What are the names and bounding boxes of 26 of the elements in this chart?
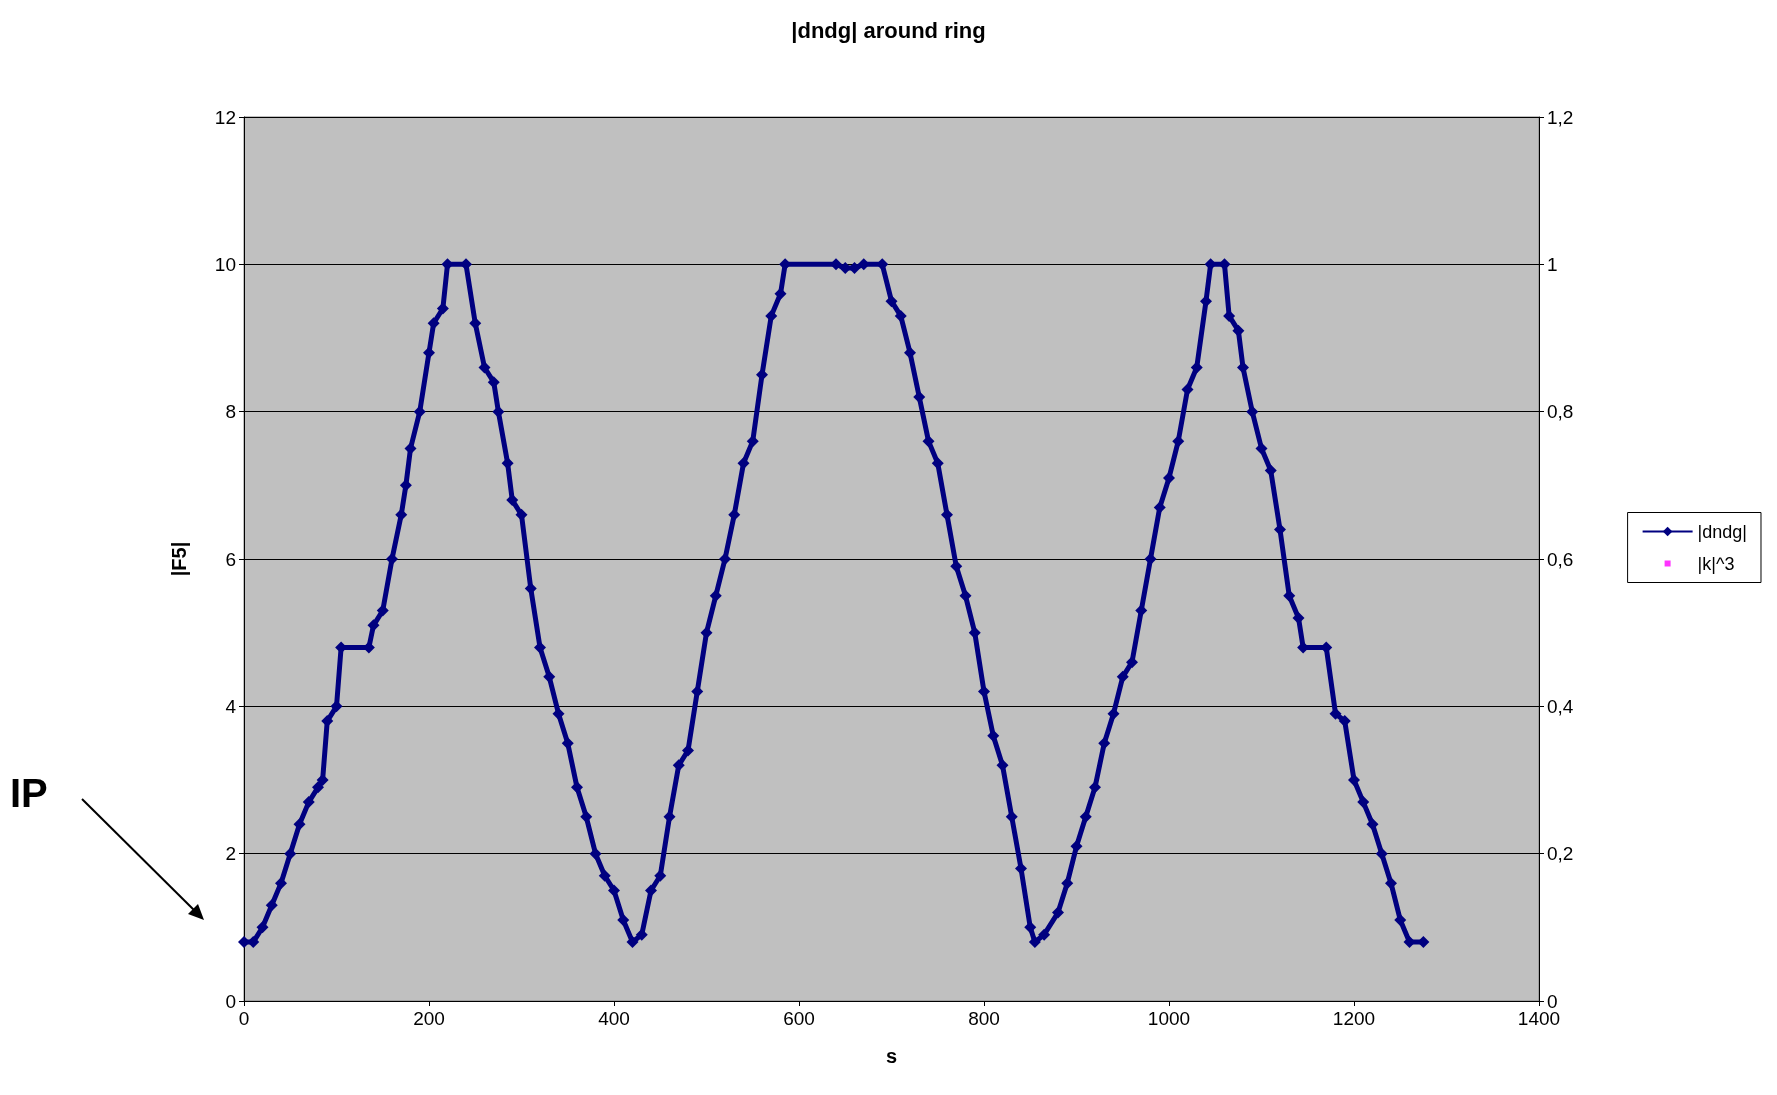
y-tick-label: 6 [225, 548, 236, 570]
text: IP [10, 771, 48, 815]
y-tick-label: 12 [214, 106, 236, 128]
y2-tick-label: 1 [1547, 253, 1558, 275]
y-tick-label: 10 [214, 253, 236, 275]
x-axis-title: s [885, 1045, 898, 1067]
x-tick-label: 200 [413, 1008, 445, 1029]
x-tick-label: 0 [238, 1008, 250, 1029]
x-tick-label: 1200 [1332, 1008, 1376, 1029]
y-tick-label: 2 [225, 843, 236, 865]
x-tick-label: 1000 [1147, 1008, 1191, 1029]
x-tick-label: 800 [968, 1008, 1000, 1029]
y-tick-label: 0 [225, 990, 236, 1012]
y-tick-label: 8 [225, 401, 236, 423]
y-tick-label: 4 [225, 695, 237, 717]
legend-label: |k|^3 [1697, 553, 1735, 574]
legend-label: |dndg| [1697, 521, 1748, 542]
y2-tick-label: 0,4 [1547, 695, 1574, 717]
x-tick-label: 600 [783, 1008, 815, 1029]
x-tick-label: 400 [598, 1008, 630, 1029]
y2-tick-label: 0,8 [1547, 401, 1574, 423]
y2-tick-label: 0,2 [1547, 843, 1574, 865]
y2-tick-label: 1,2 [1547, 106, 1574, 128]
y2-tick-label: 0,6 [1547, 548, 1574, 570]
y-axis-title: |F5| [168, 541, 190, 577]
chart-title: |dndg| around ring [791, 17, 986, 43]
